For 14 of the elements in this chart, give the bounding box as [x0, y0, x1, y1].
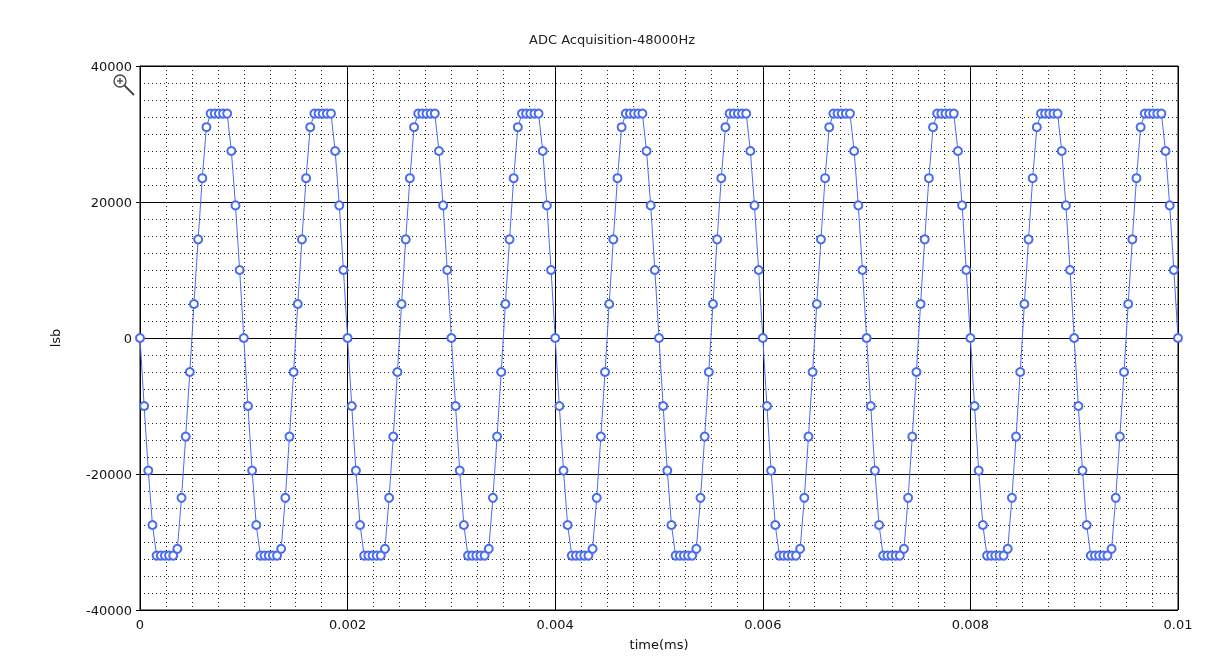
x-tick-label: 0.01	[1163, 617, 1193, 632]
y-tick-label: -40000	[85, 602, 132, 618]
y-axis-title: lsb	[48, 328, 63, 348]
y-tick-label: 20000	[90, 194, 132, 210]
x-tick-label: 0	[135, 617, 145, 632]
x-tick-label: 0.008	[951, 617, 990, 632]
y-tick-label: 40000	[90, 58, 132, 74]
y-tick-label: -20000	[85, 466, 132, 482]
x-tick-label: 0.002	[328, 617, 367, 632]
x-tick-label: 0.006	[744, 617, 782, 632]
x-tick-label: 0.004	[536, 617, 574, 632]
chart-title: ADC Acquisition-48000Hz	[529, 32, 696, 47]
x-axis-title: time(ms)	[629, 637, 689, 652]
y-tick-label: 0	[123, 330, 132, 346]
